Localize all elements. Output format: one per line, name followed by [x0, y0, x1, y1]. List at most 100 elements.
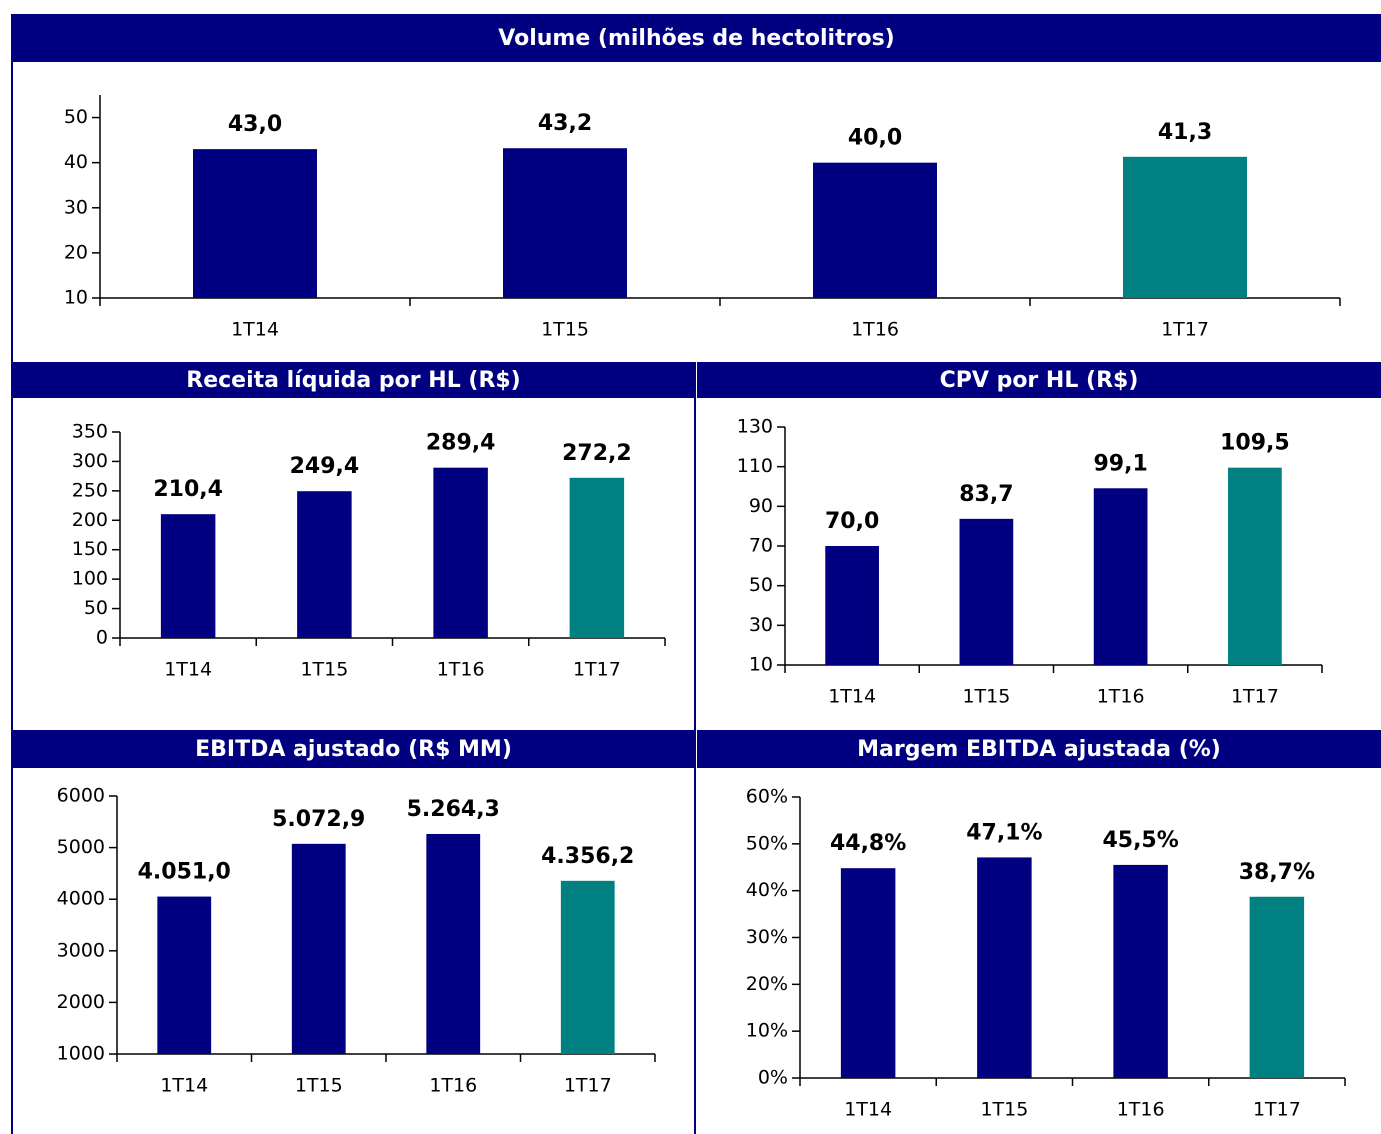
- chart-title: Volume (milhões de hectolitros): [498, 26, 894, 51]
- y-tick-label: 90: [749, 495, 773, 517]
- y-tick-label: 10: [749, 654, 773, 676]
- bar: [840, 868, 896, 1078]
- x-tick-label: 1T16: [851, 319, 899, 341]
- chart-title: Margem EBITDA ajustada (%): [857, 737, 1221, 762]
- y-tick-label: 100: [72, 568, 108, 590]
- y-tick-label: 350: [72, 421, 108, 443]
- x-tick-label: 1T15: [300, 659, 348, 681]
- value-label: 210,4: [153, 477, 223, 502]
- y-tick-label: 300: [72, 450, 108, 472]
- panel-header: [697, 362, 1381, 398]
- y-tick-label: 2000: [57, 991, 105, 1013]
- value-label: 45,5%: [1102, 828, 1178, 853]
- y-tick-label: 50: [84, 597, 108, 619]
- value-label: 5.072,9: [272, 807, 365, 832]
- x-tick-label: 1T14: [164, 659, 212, 681]
- panel-header: [12, 14, 1381, 62]
- x-tick-label: 1T15: [962, 686, 1010, 708]
- x-tick-label: 1T16: [429, 1075, 477, 1097]
- value-label: 249,4: [290, 454, 360, 479]
- bar: [160, 514, 216, 638]
- x-tick-label: 1T17: [573, 659, 621, 681]
- y-tick-label: 20%: [746, 973, 788, 995]
- value-label: 272,2: [562, 441, 632, 466]
- y-tick-label: 3000: [57, 939, 105, 961]
- y-tick-label: 4000: [57, 888, 105, 910]
- x-tick-label: 1T16: [1097, 686, 1145, 708]
- value-label: 40,0: [848, 126, 902, 151]
- x-tick-label: 1T15: [295, 1075, 343, 1097]
- y-tick-label: 5000: [57, 836, 105, 858]
- x-tick-label: 1T14: [231, 319, 279, 341]
- bar: [291, 843, 346, 1054]
- y-tick-label: 250: [72, 479, 108, 501]
- bar: [157, 896, 212, 1054]
- x-tick-label: 1T17: [1253, 1099, 1301, 1121]
- value-label: 43,0: [228, 112, 282, 137]
- y-tick-label: 10%: [746, 1020, 788, 1042]
- value-label: 289,4: [426, 431, 496, 456]
- y-tick-label: 70: [749, 535, 773, 557]
- bar: [569, 477, 625, 638]
- value-label: 4.051,0: [138, 860, 231, 885]
- x-tick-label: 1T17: [1231, 686, 1279, 708]
- y-tick-label: 40%: [746, 879, 788, 901]
- y-tick-label: 130: [737, 416, 773, 438]
- bar: [813, 162, 937, 298]
- y-tick-label: 30%: [746, 926, 788, 948]
- value-label: 4.356,2: [541, 844, 634, 869]
- value-label: 70,0: [825, 509, 879, 534]
- y-tick-label: 50%: [746, 832, 788, 854]
- chart-title: EBITDA ajustado (R$ MM): [195, 737, 512, 762]
- x-tick-label: 1T16: [1117, 1099, 1165, 1121]
- panel-header: [12, 362, 695, 398]
- bar: [193, 149, 317, 298]
- value-label: 5.264,3: [407, 797, 500, 822]
- panel-header: [12, 730, 695, 768]
- value-label: 99,1: [1093, 451, 1147, 476]
- panel-header: [697, 730, 1381, 768]
- y-tick-label: 60%: [746, 786, 788, 808]
- x-tick-label: 1T15: [541, 319, 589, 341]
- value-label: 41,3: [1158, 120, 1212, 145]
- bar: [959, 518, 1014, 665]
- bar: [560, 880, 615, 1054]
- x-tick-label: 1T14: [160, 1075, 208, 1097]
- x-tick-label: 1T14: [828, 686, 876, 708]
- bar: [1249, 896, 1305, 1078]
- y-tick-label: 10: [64, 287, 88, 309]
- value-label: 83,7: [959, 482, 1013, 507]
- x-tick-label: 1T16: [437, 659, 485, 681]
- bar: [977, 857, 1032, 1078]
- y-tick-label: 50: [64, 106, 88, 128]
- value-label: 109,5: [1220, 431, 1290, 456]
- y-tick-label: 30: [64, 196, 88, 218]
- bar: [426, 833, 481, 1054]
- y-tick-label: 1000: [57, 1043, 105, 1065]
- y-tick-label: 40: [64, 151, 88, 173]
- y-tick-label: 30: [749, 614, 773, 636]
- y-tick-label: 0: [96, 627, 108, 649]
- y-tick-label: 200: [72, 509, 108, 531]
- bar: [825, 546, 879, 665]
- bar: [297, 491, 352, 638]
- bar: [433, 467, 488, 638]
- y-tick-label: 50: [749, 574, 773, 596]
- bar: [1113, 864, 1168, 1078]
- y-tick-label: 20: [64, 241, 88, 263]
- value-label: 47,1%: [966, 820, 1042, 845]
- bar: [1123, 156, 1247, 298]
- y-tick-label: 0%: [758, 1067, 788, 1089]
- y-tick-label: 6000: [57, 785, 105, 807]
- chart-title: Receita líquida por HL (R$): [186, 368, 521, 393]
- x-tick-label: 1T14: [844, 1099, 892, 1121]
- y-tick-label: 150: [72, 538, 108, 560]
- value-label: 44,8%: [830, 831, 906, 856]
- bar: [1228, 467, 1282, 665]
- x-tick-label: 1T17: [564, 1075, 612, 1097]
- chart-title: CPV por HL (R$): [940, 368, 1139, 393]
- bar: [1093, 488, 1148, 665]
- bar: [503, 148, 627, 298]
- value-label: 38,7%: [1239, 860, 1315, 885]
